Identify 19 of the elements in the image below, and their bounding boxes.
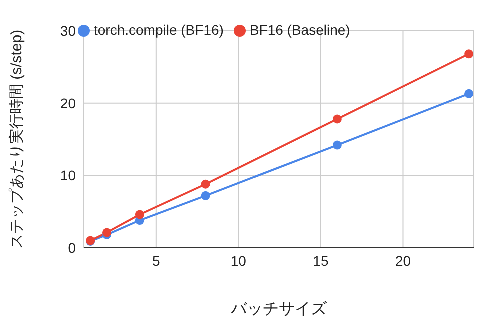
x-tick-label: 20 [395, 252, 412, 269]
x-tick-label: 15 [313, 252, 329, 269]
point [464, 89, 474, 98]
y-tick-label: 30 [60, 22, 76, 39]
legend-label: torch.compile (BF16) [94, 22, 224, 38]
point [135, 210, 144, 220]
legend-label: BF16 (Baseline) [250, 22, 350, 38]
x-tick-label: 10 [230, 252, 247, 269]
y-axis-title: ステップあたり実行時間 (s/step) [8, 30, 26, 250]
point [464, 50, 474, 59]
y-tick-label: 20 [60, 95, 76, 112]
point [332, 140, 342, 150]
point [201, 180, 210, 189]
y-tick-label: 10 [60, 168, 76, 184]
point [332, 114, 342, 124]
x-axis-title: バッチサイズ [230, 301, 328, 318]
y-tick-label: 0 [68, 240, 76, 256]
point [201, 191, 210, 200]
x-tick-label: 5 [152, 252, 161, 269]
